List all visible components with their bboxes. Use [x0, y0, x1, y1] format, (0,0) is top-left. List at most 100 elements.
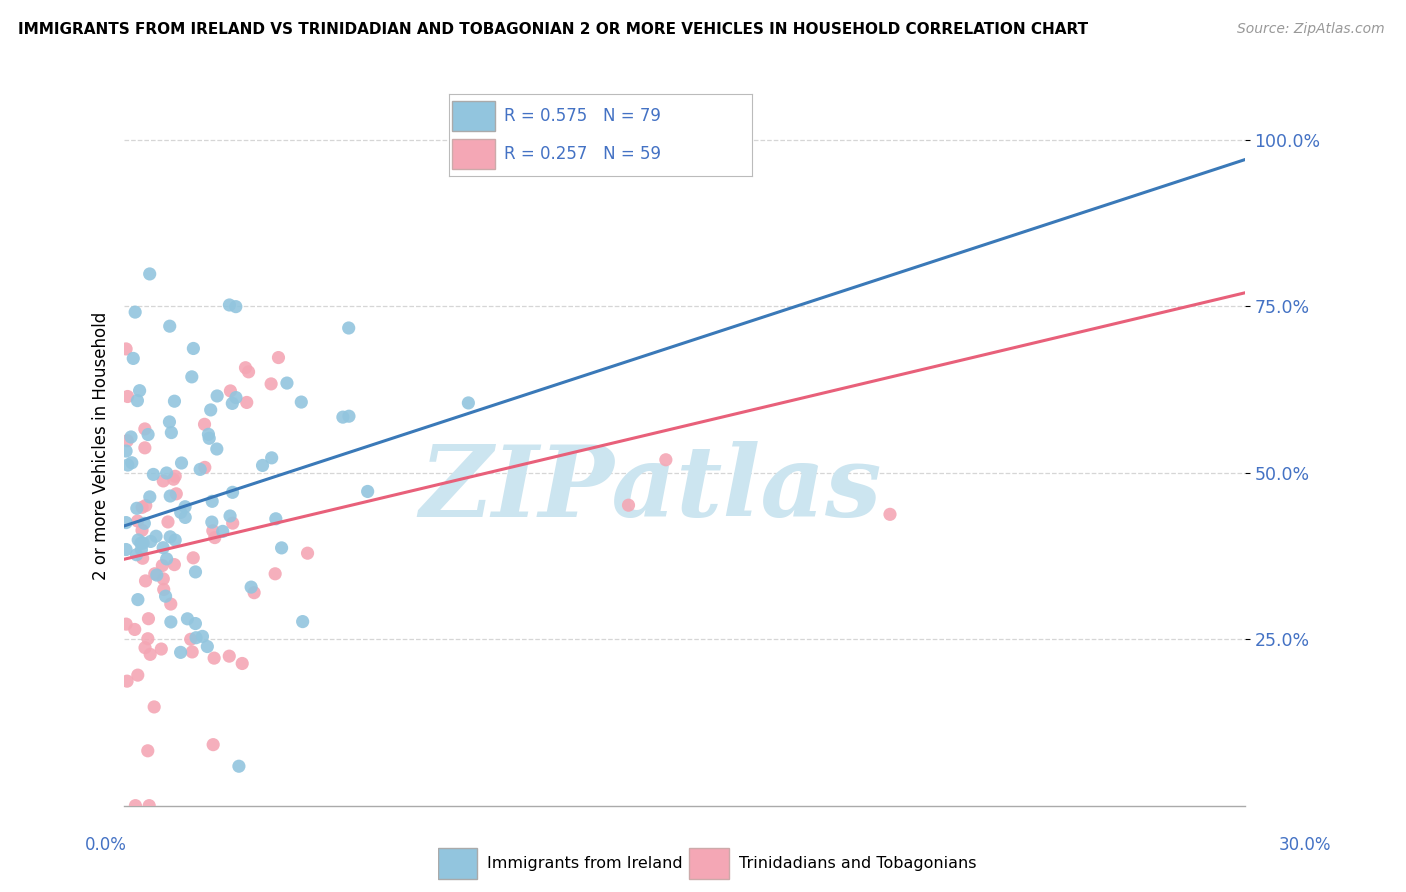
Point [124, 305, 146, 319]
Point [270, 541, 292, 555]
Point [197, 427, 219, 442]
Point [163, 394, 186, 409]
Point [221, 396, 243, 410]
Point [231, 657, 253, 671]
Point [183, 342, 205, 356]
Point [156, 552, 179, 566]
Point [181, 645, 204, 659]
Point [457, 396, 479, 410]
Point [117, 434, 139, 448]
Point [356, 484, 378, 499]
Point [176, 612, 198, 626]
Point [201, 515, 224, 529]
Point [135, 574, 157, 588]
Text: IMMIGRANTS FROM IRELAND VS TRINIDADIAN AND TOBAGONIAN 2 OR MORE VEHICLES IN HOUS: IMMIGRANTS FROM IRELAND VS TRINIDADIAN A… [18, 22, 1088, 37]
Text: ZIPatlas: ZIPatlas [420, 441, 882, 537]
Point [152, 582, 174, 597]
Point [117, 458, 139, 472]
Point [159, 319, 181, 334]
Point [218, 298, 240, 312]
Point [136, 427, 159, 442]
Point [184, 565, 207, 579]
Point [156, 515, 179, 529]
Point [238, 365, 260, 379]
Point [139, 534, 162, 549]
Point [121, 456, 143, 470]
Point [159, 597, 181, 611]
Point [225, 300, 247, 314]
Point [201, 494, 224, 508]
Point [205, 389, 228, 403]
Point [143, 566, 166, 581]
Point [134, 422, 156, 436]
Point [145, 529, 167, 543]
Point [201, 524, 224, 538]
Text: 0.0%: 0.0% [84, 836, 127, 854]
Point [143, 700, 166, 714]
Point [124, 798, 146, 813]
Point [150, 642, 173, 657]
Point [122, 351, 145, 366]
Point [252, 458, 274, 473]
Point [264, 566, 287, 581]
Point [188, 462, 211, 476]
Point [159, 489, 181, 503]
Point [138, 798, 160, 813]
Point [146, 568, 169, 582]
Point [617, 498, 640, 512]
Point [115, 542, 138, 557]
Point [125, 501, 148, 516]
Point [235, 395, 257, 409]
Point [184, 616, 207, 631]
Point [135, 499, 157, 513]
Point [180, 369, 202, 384]
Text: Source: ZipAtlas.com: Source: ZipAtlas.com [1237, 22, 1385, 37]
Point [193, 417, 215, 432]
Point [184, 631, 207, 645]
Point [127, 514, 149, 528]
Y-axis label: 2 or more Vehicles in Household: 2 or more Vehicles in Household [93, 312, 110, 580]
Point [115, 516, 138, 530]
Point [205, 442, 228, 456]
Point [174, 500, 197, 514]
Point [655, 452, 678, 467]
Point [180, 632, 202, 647]
Point [134, 640, 156, 655]
Point [191, 629, 214, 643]
Point [155, 589, 177, 603]
Point [290, 395, 312, 409]
Point [131, 542, 153, 557]
Point [139, 648, 162, 662]
Point [165, 533, 187, 547]
Point [264, 512, 287, 526]
Point [150, 558, 173, 573]
Point [165, 469, 187, 483]
Point [120, 430, 142, 444]
Point [129, 536, 152, 550]
Point [225, 391, 247, 405]
Point [260, 450, 283, 465]
Point [204, 531, 226, 545]
Point [181, 550, 204, 565]
Point [222, 516, 245, 530]
Point [115, 674, 138, 689]
Point [169, 645, 191, 659]
Point [127, 393, 149, 408]
Point [218, 649, 240, 664]
Point [235, 360, 257, 375]
Point [128, 384, 150, 398]
Point [228, 759, 250, 773]
Point [131, 500, 153, 515]
Point [131, 551, 153, 566]
Point [337, 321, 360, 335]
Text: 30.0%: 30.0% [1278, 836, 1331, 854]
Point [198, 431, 221, 445]
Point [240, 580, 263, 594]
Point [125, 548, 148, 562]
Point [117, 390, 139, 404]
Point [127, 592, 149, 607]
Point [879, 508, 901, 522]
Point [219, 508, 242, 523]
Point [115, 342, 138, 356]
Point [160, 615, 183, 629]
